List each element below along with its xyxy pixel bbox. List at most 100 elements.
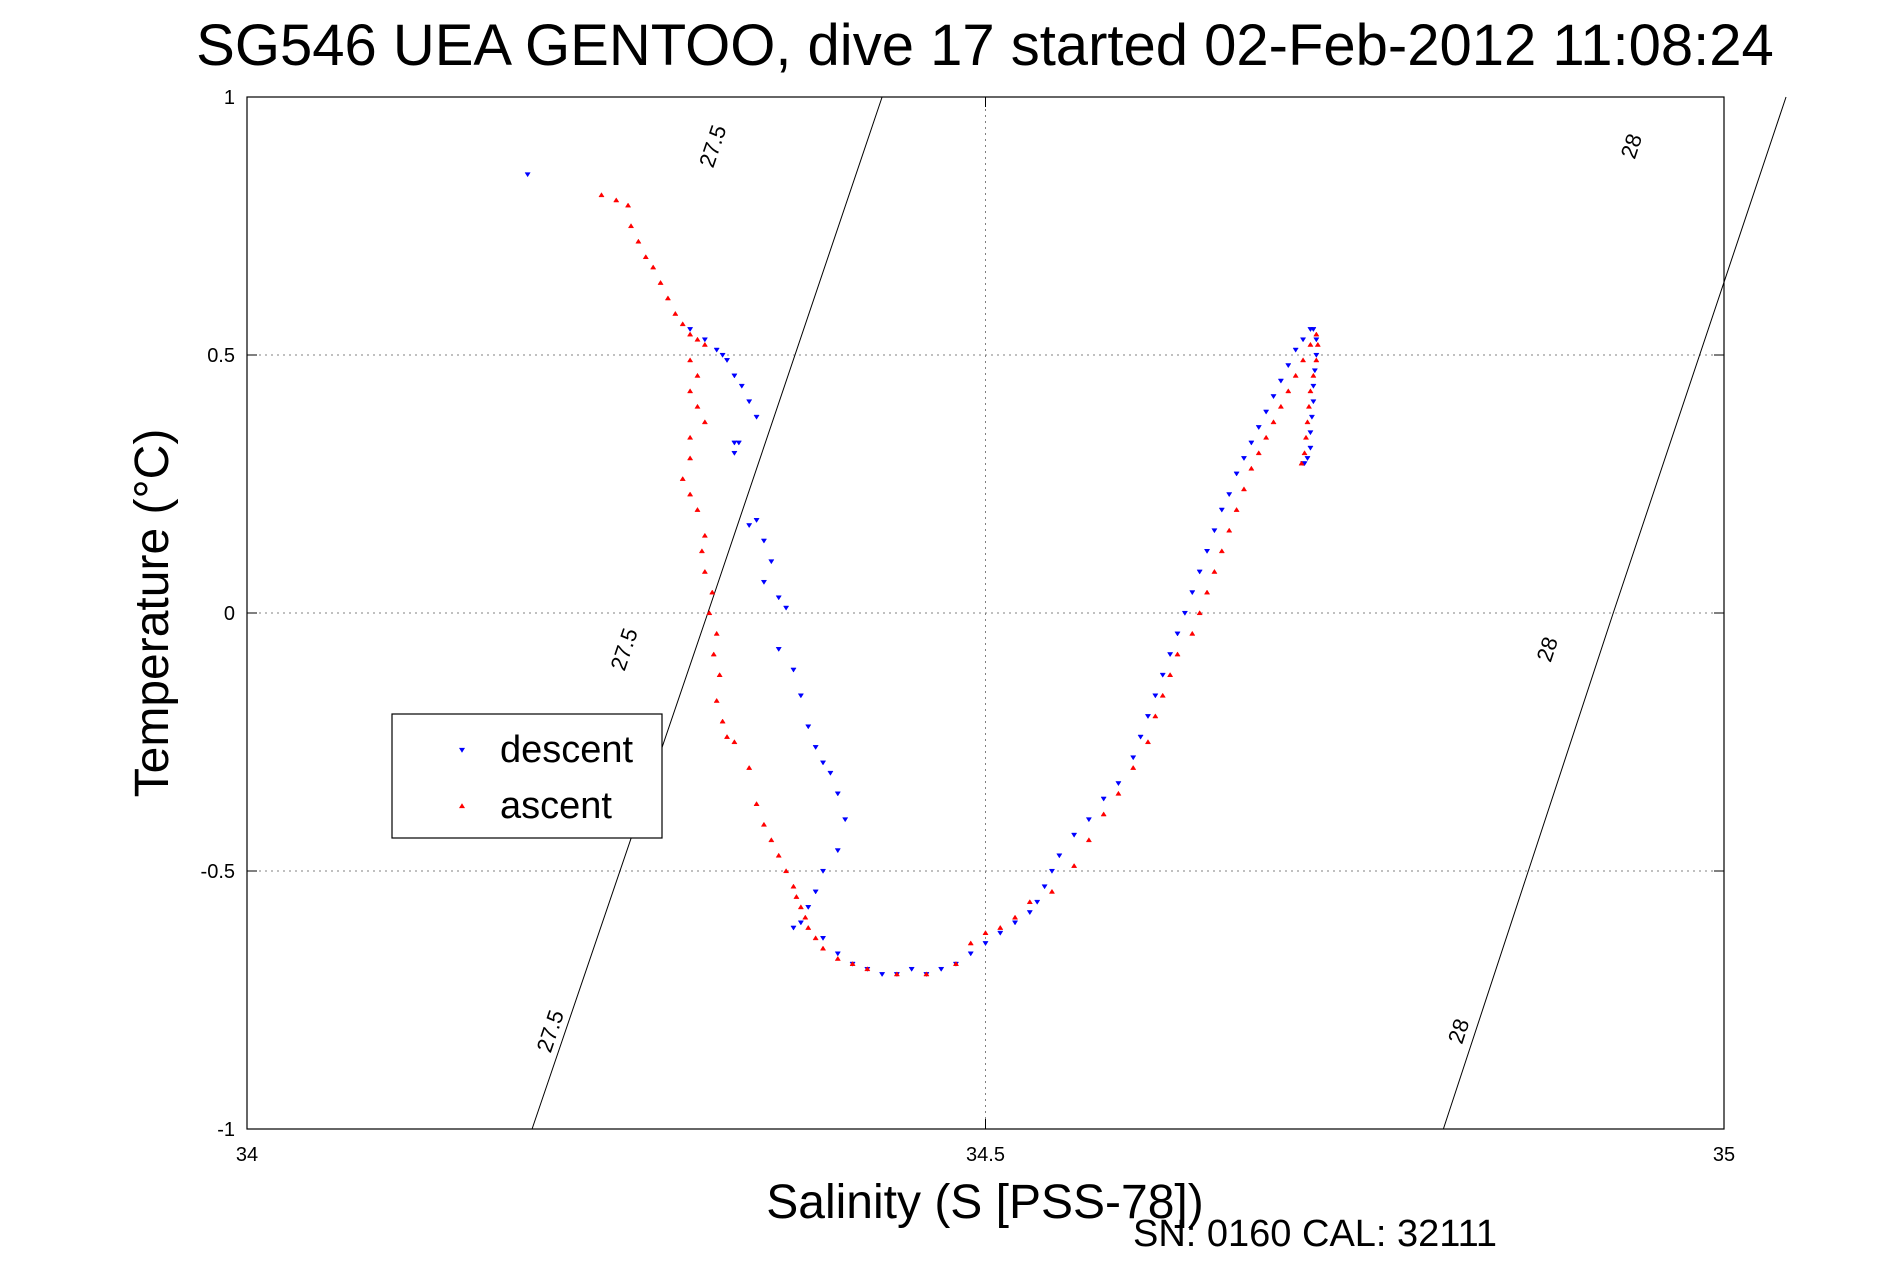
data-point-descent	[827, 770, 834, 776]
data-point-ascent	[1196, 610, 1203, 616]
data-point-ascent	[1302, 434, 1310, 440]
data-point-descent	[731, 373, 738, 379]
y-tick-label: 0.5	[207, 345, 235, 367]
data-point-descent	[1085, 817, 1092, 823]
data-point-ascent	[713, 697, 720, 703]
data-point-ascent	[642, 254, 649, 260]
data-point-ascent	[687, 491, 694, 497]
data-point-descent	[982, 941, 989, 947]
data-point-ascent	[1300, 357, 1307, 363]
data-point-ascent	[687, 434, 694, 440]
chart-title: SG546 UEA GENTOO, dive 17 started 02-Feb…	[196, 13, 1774, 78]
data-point-ascent	[1248, 465, 1255, 471]
contour-label-bg	[1438, 1004, 1479, 1058]
data-point-descent	[1026, 910, 1033, 916]
x-axis-label: Salinity (S [PSS-78])	[766, 1176, 1203, 1229]
data-point-descent	[879, 972, 886, 978]
data-point-ascent	[687, 388, 694, 394]
data-point-descent	[1248, 440, 1255, 446]
data-point-ascent	[797, 904, 804, 910]
data-point-ascent	[1313, 331, 1320, 337]
data-point-descent	[1189, 590, 1196, 596]
data-point-ascent	[1048, 888, 1056, 894]
data-point-descent	[1152, 693, 1159, 699]
data-point-ascent	[598, 192, 605, 198]
data-point-descent	[1292, 347, 1299, 353]
data-point-ascent	[672, 310, 679, 316]
y-axis-label: Temperature (°C)	[126, 429, 179, 798]
data-point-ascent	[701, 568, 708, 574]
data-point-ascent	[1071, 863, 1078, 868]
data-point-descent	[1255, 425, 1262, 431]
data-point-ascent	[625, 202, 632, 208]
data-point-ascent	[1011, 914, 1019, 920]
data-point-ascent	[753, 801, 760, 806]
legend-box	[391, 713, 663, 839]
data-point-ascent	[760, 821, 768, 827]
data-point-descent	[1041, 884, 1048, 890]
data-point-descent	[783, 605, 790, 611]
data-point-ascent	[1305, 403, 1313, 409]
x-tick-label: 34.5	[966, 1144, 1005, 1166]
data-point-ascent	[1307, 388, 1314, 394]
data-point-descent	[701, 337, 708, 343]
data-point-ascent	[1292, 372, 1299, 378]
data-point-ascent	[694, 506, 701, 512]
data-point-descent	[834, 951, 841, 957]
data-point-descent	[775, 595, 782, 601]
data-point-ascent	[1211, 568, 1218, 574]
contour-label-bg	[1611, 119, 1651, 173]
legend: descent ascent	[391, 713, 663, 839]
data-point-ascent	[701, 341, 708, 347]
data-point-ascent	[706, 610, 713, 616]
data-point-ascent	[864, 966, 871, 972]
data-point-descent	[790, 667, 797, 673]
data-point-ascent	[679, 321, 686, 327]
data-point-descent	[1308, 414, 1315, 420]
data-point-ascent	[701, 532, 708, 538]
data-point-ascent	[1159, 692, 1166, 698]
data-point-descent	[1263, 409, 1270, 415]
data-point-ascent	[635, 238, 642, 244]
contour-label-bg	[1526, 622, 1567, 676]
data-point-ascent	[701, 419, 708, 425]
data-point-ascent	[698, 548, 705, 554]
serial-calibration-footer: SN: 0160 CAL: 32111	[1133, 1213, 1497, 1255]
data-point-descent	[731, 440, 738, 446]
legend-label-descent: descent	[500, 729, 634, 771]
data-point-ascent	[1304, 419, 1311, 425]
data-point-descent	[812, 745, 819, 750]
data-point-descent	[1310, 327, 1317, 333]
data-point-ascent	[1115, 790, 1122, 796]
data-point-descent	[1130, 755, 1137, 761]
data-point-descent	[1167, 652, 1174, 658]
data-point-ascent	[1226, 527, 1233, 533]
data-point-ascent	[1085, 837, 1092, 843]
legend-marker-descent	[459, 747, 465, 753]
data-point-descent	[812, 889, 819, 895]
data-point-ascent	[1130, 764, 1137, 770]
data-point-ascent	[849, 961, 856, 966]
data-point-descent	[1100, 796, 1107, 802]
y-tick-labels: 1 0.5 0 -0.5 -1	[201, 87, 235, 1141]
data-point-descent	[1226, 492, 1233, 498]
data-point-ascent	[713, 630, 720, 636]
data-point-descent	[1304, 456, 1311, 462]
data-point-ascent	[1270, 419, 1277, 425]
data-point-descent	[1056, 853, 1063, 859]
data-point-ascent	[694, 372, 701, 378]
data-point-ascent	[793, 893, 800, 899]
data-point-ascent	[627, 223, 635, 229]
data-point-descent	[819, 868, 827, 874]
data-point-descent	[713, 347, 720, 353]
data-points	[524, 172, 1321, 978]
data-point-descent	[1270, 394, 1277, 400]
data-point-descent	[1071, 832, 1078, 838]
data-point-descent	[1011, 920, 1019, 926]
data-point-descent	[819, 760, 827, 766]
contour-label-bg	[603, 622, 644, 677]
y-tick-label: 0	[224, 603, 235, 625]
data-point-descent	[805, 905, 812, 910]
data-point-descent	[723, 358, 731, 363]
